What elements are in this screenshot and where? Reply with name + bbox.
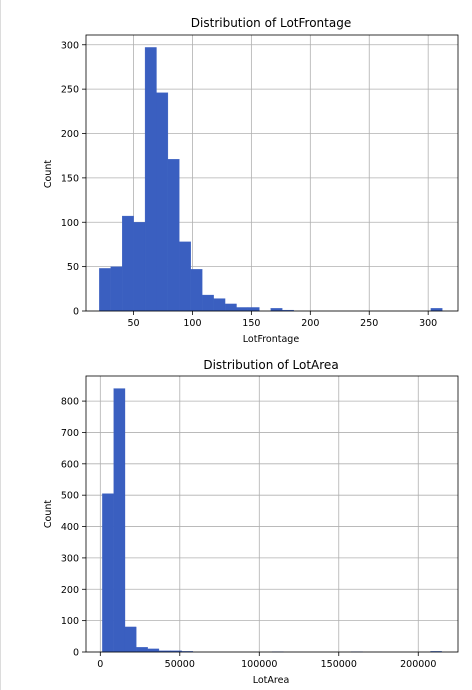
y-tick-label: 800 [61,397,79,408]
histogram-bar [113,388,126,653]
y-tick-label: 500 [61,491,79,502]
histogram-bar [190,269,203,312]
histogram-bar [247,307,260,312]
x-tick-label: 150000 [321,659,357,670]
x-tick-label: 150 [242,318,260,329]
plot-frame [85,34,459,312]
histogram-bar [136,647,148,653]
x-tick-label: 250 [360,318,378,329]
y-tick-label: 600 [61,459,79,470]
histogram-bar [236,307,249,312]
y-tick-label: 300 [61,40,79,51]
histogram-bar [133,222,146,312]
y-tick-label: 100 [61,218,79,229]
y-tick-label: 100 [61,616,79,627]
histogram-bar [167,159,180,312]
y-axis-label: Count [43,500,54,528]
x-tick-label: 200 [301,318,319,329]
chart-title: Distribution of LotFrontage [191,16,351,30]
y-axis-label: Count [43,160,54,188]
y-tick-label: 300 [61,553,79,564]
histogram-bar [179,241,191,312]
y-tick-label: 200 [61,585,79,596]
x-tick-label: 300 [419,318,437,329]
histogram-bar [202,294,214,312]
y-tick-label: 200 [61,129,79,140]
x-tick-label: 0 [97,659,103,670]
y-tick-label: 0 [73,648,79,659]
histogram-bar [144,47,157,312]
chart-title: Distribution of LotArea [203,358,338,372]
y-tick-label: 700 [61,428,79,439]
y-tick-label: 400 [61,522,79,533]
histogram-bar [156,92,169,312]
x-tick-label: 200000 [400,659,436,670]
plot-frame [85,375,459,653]
y-tick-label: 250 [61,85,79,96]
histogram-bar [110,266,123,312]
histogram-bar [147,648,160,653]
x-axis-label: LotFrontage [243,334,300,345]
histogram-bar [213,298,226,312]
histogram-bar [124,626,137,653]
y-tick-label: 50 [67,262,79,273]
x-axis-label: LotArea [253,675,290,686]
histogram-bar [122,215,134,312]
x-tick-label: 50000 [165,659,195,670]
histogram-bar [224,303,237,312]
lotfrontage-histogram: Distribution of LotFrontage LotFrontage … [43,16,459,345]
y-tick-label: 150 [61,173,79,184]
lotarea-histogram: Distribution of LotArea LotArea Count 0 5… [43,358,459,686]
x-tick-label: 100000 [241,659,277,670]
y-tick-label: 0 [73,307,79,318]
histogram-bar [99,268,111,312]
x-tick-label: 100 [183,318,201,329]
x-tick-label: 50 [127,318,139,329]
histogram-bar [102,493,114,653]
